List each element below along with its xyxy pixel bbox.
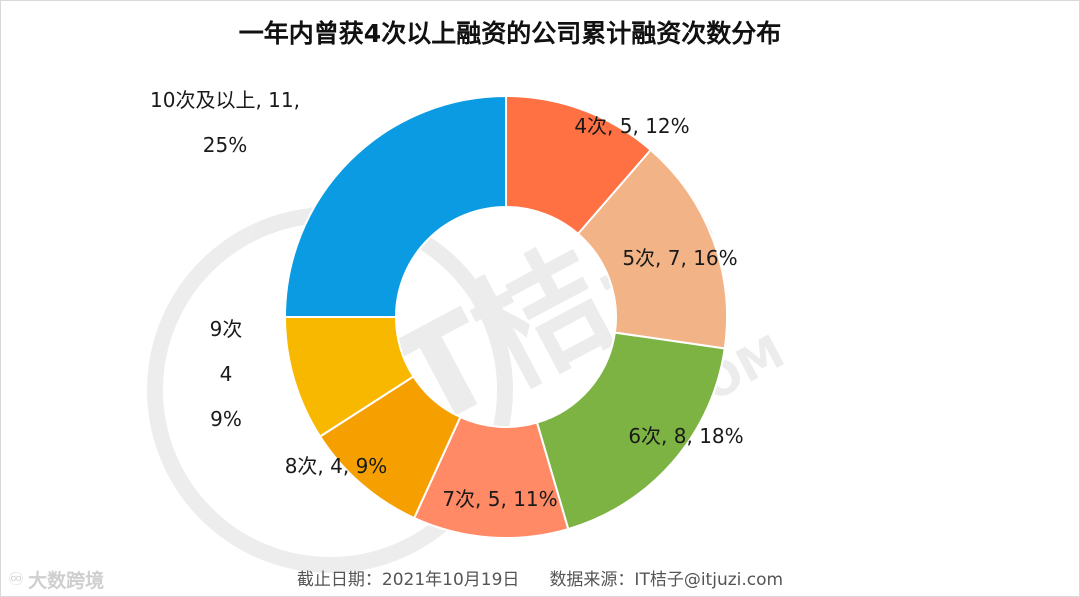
slice-label-3: 6次, 8, 18% [628,424,743,448]
slice-label-7-line-2: 25% [203,133,247,157]
slice-label-4: 7次, 5, 11% [442,487,557,511]
slice-label-6-line-2: 4 [220,362,233,386]
donut-slice-7 [283,94,507,318]
date-note: 截止日期：2021年10月19日 [296,570,520,590]
chart-title: 一年内曾获4次以上融资的公司累计融资次数分布 [238,19,782,48]
slice-label-6-line-3: 9% [210,407,242,431]
source-note: 数据来源：IT桔子@itjuzi.com [549,570,784,590]
slice-label-1: 4次, 5, 12% [574,114,689,138]
watermark-logo: ᠌♾ 大数跨境 [8,566,104,593]
watermark-logo-text: 大数跨境 [28,570,105,592]
donut-slice-2 [576,148,728,350]
donut-slice-3 [535,331,726,531]
chart-footer: 截止日期：2021年10月19日 数据来源：IT桔子@itjuzi.com [0,565,1080,590]
slice-labels: 4次, 5, 12% 5次, 7, 16% 6次, 8, 18% 7次, 5, 11%… [150,88,744,511]
slice-label-2: 5次, 7, 16% [622,246,737,270]
donut-slices [283,94,728,539]
slice-label-7-line-1: 10次及以上, 11, [150,88,300,112]
slice-label-6-line-1: 9次 [210,317,243,341]
logo-icon: ᠌♾ [8,569,25,590]
slice-label-5: 8次, 4, 9% [285,454,388,478]
